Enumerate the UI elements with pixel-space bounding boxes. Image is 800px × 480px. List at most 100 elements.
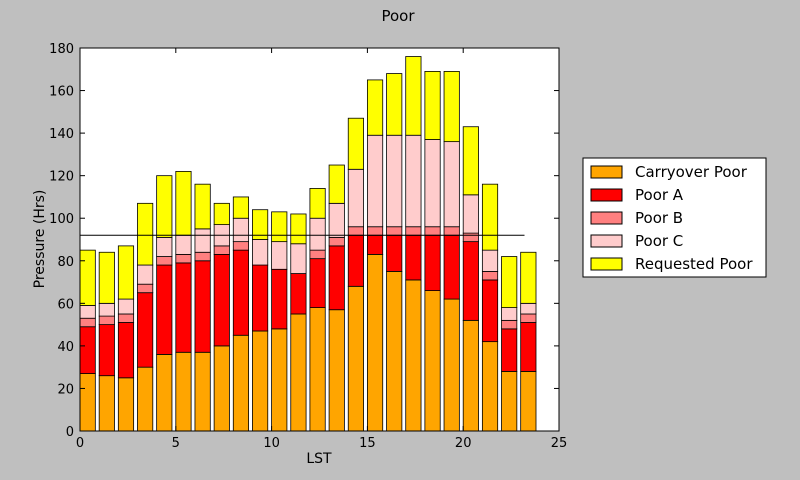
bar-segment-poor-a-10 bbox=[271, 268, 288, 330]
bar-segment-poor-c-13 bbox=[328, 202, 345, 238]
bar-segment-carryover-poor-20 bbox=[462, 319, 479, 432]
bar-segment-carryover-poor-17 bbox=[405, 279, 422, 432]
bar-segment-carryover-poor-3 bbox=[137, 366, 154, 432]
bar-segment-poor-b-1 bbox=[98, 315, 115, 326]
bar-segment-poor-c-11 bbox=[290, 243, 307, 274]
bar-segment-requested-poor-17 bbox=[405, 56, 422, 136]
bar-segment-poor-b-8 bbox=[232, 241, 250, 251]
bar-segment-carryover-poor-10 bbox=[271, 328, 288, 432]
bar-segment-requested-poor-7 bbox=[213, 202, 230, 226]
bar-segment-poor-a-4 bbox=[156, 264, 173, 355]
legend-label: Poor B bbox=[635, 209, 683, 227]
bar-segment-poor-a-7 bbox=[213, 253, 230, 347]
y-axis-label: Pressure (Hrs) bbox=[32, 190, 48, 289]
bar-segment-poor-c-3 bbox=[137, 264, 154, 285]
bar-segment-poor-a-20 bbox=[462, 241, 479, 321]
bar-segment-carryover-poor-7 bbox=[213, 345, 230, 432]
x-tick-label: 25 bbox=[551, 436, 568, 451]
bar-segment-requested-poor-13 bbox=[328, 164, 345, 204]
bar-segment-requested-poor-6 bbox=[194, 183, 211, 230]
bar-segment-requested-poor-23 bbox=[520, 251, 537, 304]
bar-segment-poor-c-8 bbox=[232, 217, 250, 243]
bar-segment-carryover-poor-2 bbox=[117, 377, 135, 432]
bar-segment-poor-a-5 bbox=[175, 262, 192, 353]
legend-label: Requested Poor bbox=[635, 255, 753, 273]
bar-segment-poor-c-5 bbox=[175, 234, 192, 255]
bar-segment-poor-b-17 bbox=[405, 226, 422, 236]
bar-segment-poor-c-12 bbox=[309, 217, 326, 251]
bar-segment-poor-a-0 bbox=[79, 326, 96, 374]
bar-segment-poor-c-4 bbox=[156, 236, 173, 257]
bar-segment-poor-a-17 bbox=[405, 234, 422, 281]
x-tick-label: 10 bbox=[263, 436, 280, 451]
bar-segment-poor-c-20 bbox=[462, 194, 479, 234]
bar-segment-poor-c-22 bbox=[501, 307, 518, 321]
bar-segment-poor-c-18 bbox=[424, 139, 441, 228]
bar-segment-carryover-poor-12 bbox=[309, 307, 326, 432]
y-tick-label: 40 bbox=[57, 340, 74, 355]
y-tick-label: 80 bbox=[57, 255, 74, 270]
bar-segment-poor-a-15 bbox=[366, 234, 384, 255]
bar-segment-poor-a-11 bbox=[290, 273, 307, 315]
bar-segment-poor-b-2 bbox=[117, 313, 135, 323]
bar-segment-carryover-poor-13 bbox=[328, 309, 345, 432]
y-tick-label: 180 bbox=[49, 42, 74, 57]
bar-segment-poor-b-4 bbox=[156, 256, 173, 266]
bar-segment-poor-b-21 bbox=[481, 271, 499, 281]
bar-segment-poor-b-20 bbox=[462, 232, 479, 243]
bar-segment-poor-b-0 bbox=[79, 317, 96, 328]
bar-segment-requested-poor-20 bbox=[462, 126, 479, 196]
bar-segment-poor-b-22 bbox=[501, 319, 518, 330]
bar-segment-carryover-poor-15 bbox=[366, 253, 384, 432]
bar-segment-carryover-poor-21 bbox=[481, 341, 499, 432]
bar-segment-carryover-poor-23 bbox=[520, 371, 537, 432]
bar-segment-carryover-poor-11 bbox=[290, 313, 307, 432]
bar-segment-poor-b-3 bbox=[137, 283, 154, 294]
legend-swatch bbox=[590, 257, 623, 271]
bar-segment-poor-a-22 bbox=[501, 328, 518, 372]
legend-swatch bbox=[590, 188, 623, 202]
bar-segment-poor-b-14 bbox=[347, 226, 364, 236]
bar-segment-requested-poor-5 bbox=[175, 171, 192, 236]
x-tick-label: 5 bbox=[172, 436, 180, 451]
bar-segment-requested-poor-10 bbox=[271, 211, 288, 243]
bar-segment-poor-c-16 bbox=[386, 134, 403, 228]
x-tick-label: 20 bbox=[455, 436, 472, 451]
plot-frame bbox=[79, 47, 560, 432]
bar-segment-poor-a-13 bbox=[328, 245, 345, 311]
legend-swatch bbox=[590, 165, 623, 179]
bar-segment-carryover-poor-22 bbox=[501, 371, 518, 432]
bar-segment-poor-c-23 bbox=[520, 302, 537, 315]
bar-segment-poor-b-16 bbox=[386, 226, 403, 236]
bar-segment-poor-a-19 bbox=[443, 234, 460, 300]
bar-segment-requested-poor-15 bbox=[366, 79, 384, 136]
y-tick-label: 100 bbox=[49, 212, 74, 227]
legend-label: Poor A bbox=[635, 186, 684, 204]
bar-segment-poor-a-8 bbox=[232, 249, 250, 336]
bar-segment-requested-poor-4 bbox=[156, 175, 173, 238]
legend-label: Poor C bbox=[635, 232, 683, 250]
x-tick-label: 15 bbox=[359, 436, 376, 451]
bar-segment-poor-c-21 bbox=[481, 249, 499, 272]
y-tick-label: 20 bbox=[57, 382, 74, 397]
bar-segment-poor-a-9 bbox=[252, 264, 269, 332]
x-tick-label: 0 bbox=[76, 436, 84, 451]
bar-segment-carryover-poor-14 bbox=[347, 285, 364, 432]
bar-segment-poor-a-14 bbox=[347, 234, 364, 287]
bar-segment-requested-poor-2 bbox=[117, 245, 135, 300]
bar-segment-poor-b-13 bbox=[328, 236, 345, 247]
legend-label: Carryover Poor bbox=[635, 163, 748, 181]
bar-segment-poor-c-6 bbox=[194, 228, 211, 253]
bar-segment-requested-poor-12 bbox=[309, 188, 326, 219]
bar-segment-poor-b-18 bbox=[424, 226, 441, 236]
bar-segment-poor-a-18 bbox=[424, 234, 441, 291]
bar-segment-poor-c-14 bbox=[347, 168, 364, 228]
bar-segment-requested-poor-19 bbox=[443, 71, 460, 143]
y-tick-label: 60 bbox=[57, 297, 74, 312]
legend-swatch bbox=[590, 234, 623, 248]
bar-segment-poor-b-6 bbox=[194, 251, 211, 262]
bar-segment-requested-poor-18 bbox=[424, 71, 441, 140]
bar-segment-carryover-poor-4 bbox=[156, 353, 173, 432]
bar-segment-poor-a-3 bbox=[137, 292, 154, 368]
